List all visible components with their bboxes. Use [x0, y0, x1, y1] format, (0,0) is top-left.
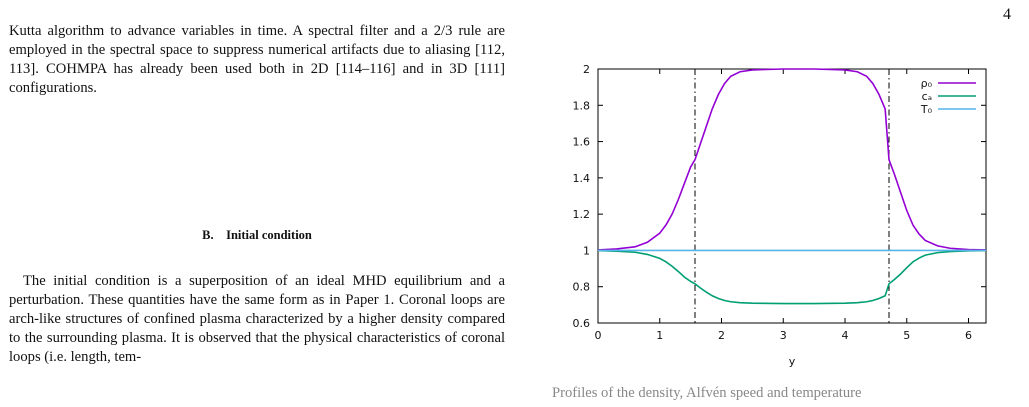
page-number: 4 [1003, 6, 1011, 23]
legend-label: T₀ [920, 103, 933, 116]
legend-label: cₐ [922, 90, 932, 103]
x-tick-label: 1 [656, 329, 663, 342]
y-tick-label: 1.4 [573, 172, 591, 185]
series-line [597, 249, 987, 305]
x-axis-label: y [789, 355, 796, 368]
section-heading: B. Initial condition [202, 228, 312, 242]
x-tick-label: 0 [595, 329, 602, 342]
x-tick-label: 5 [903, 329, 910, 342]
series-line [597, 68, 987, 251]
legend-label: ρ₀ [921, 77, 933, 90]
figure-caption: Profiles of the density, Alfvén speed an… [552, 385, 862, 401]
x-tick-label: 2 [718, 329, 725, 342]
y-tick-label: 1.6 [573, 136, 591, 149]
y-tick-label: 0.6 [573, 317, 591, 330]
y-tick-label: 0.8 [573, 281, 591, 294]
x-tick-label: 6 [965, 329, 972, 342]
y-tick-label: 1 [583, 244, 590, 257]
x-tick-label: 3 [780, 329, 787, 342]
y-tick-label: 1.8 [573, 99, 591, 112]
y-tick-label: 2 [583, 63, 590, 76]
x-tick-label: 4 [842, 329, 849, 342]
paragraph: Kutta algorithm to advance variables in … [9, 23, 505, 96]
paragraph: The initial condition is a superposition… [9, 273, 505, 365]
y-tick-label: 1.2 [573, 208, 591, 221]
